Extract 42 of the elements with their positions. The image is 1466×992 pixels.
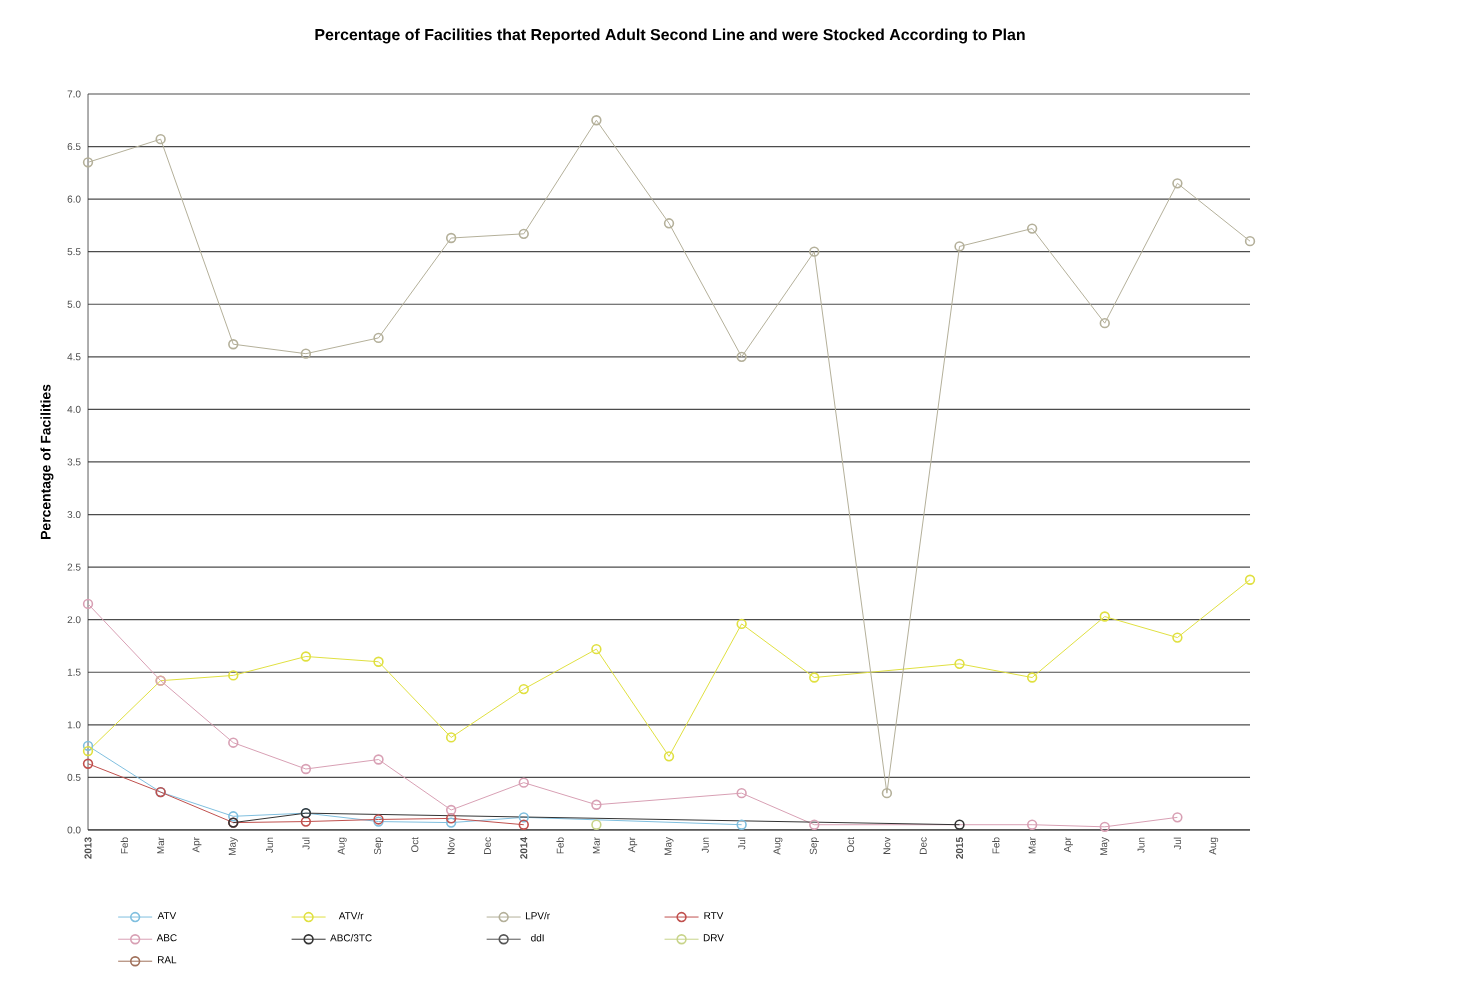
point xyxy=(518,683,529,695)
point xyxy=(1026,223,1038,234)
point xyxy=(1099,318,1110,329)
point xyxy=(228,737,239,748)
point xyxy=(445,804,457,816)
point xyxy=(1172,178,1183,189)
point xyxy=(591,819,602,830)
point xyxy=(591,115,602,126)
point xyxy=(1099,611,1110,622)
point xyxy=(228,811,239,822)
point xyxy=(445,732,457,743)
point xyxy=(809,819,820,830)
point xyxy=(228,670,239,681)
point xyxy=(1172,632,1183,643)
point xyxy=(736,618,747,630)
point xyxy=(373,332,384,344)
point xyxy=(736,787,747,799)
point xyxy=(663,218,675,229)
point xyxy=(881,787,893,799)
point xyxy=(518,777,529,788)
point xyxy=(373,754,384,765)
point xyxy=(1099,821,1110,832)
point xyxy=(954,241,965,252)
point xyxy=(300,651,312,662)
point xyxy=(373,656,384,667)
point xyxy=(591,643,602,655)
point xyxy=(300,763,312,775)
point xyxy=(954,658,965,670)
point xyxy=(1026,819,1038,830)
point xyxy=(300,816,312,827)
point xyxy=(228,339,239,350)
point xyxy=(591,799,602,810)
point xyxy=(809,672,820,683)
point xyxy=(445,232,457,244)
point xyxy=(518,228,529,239)
point xyxy=(736,351,747,363)
point xyxy=(663,751,675,762)
point xyxy=(518,812,529,823)
point xyxy=(300,348,312,359)
point xyxy=(809,246,820,257)
point xyxy=(155,134,166,145)
point xyxy=(1026,672,1038,683)
